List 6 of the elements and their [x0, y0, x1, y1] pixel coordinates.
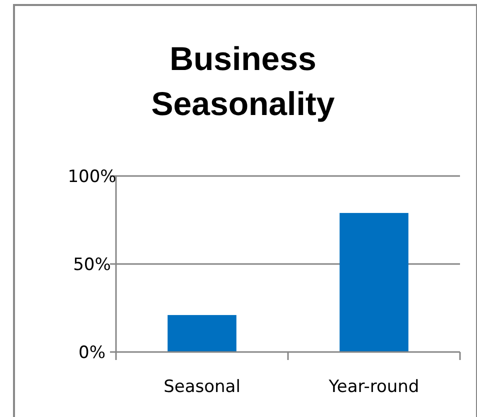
- x-tick-label: Seasonal: [164, 377, 240, 397]
- y-tick-label: 100%: [68, 166, 116, 187]
- y-tick-label: 0%: [78, 342, 106, 363]
- x-tick-label: Year-round: [328, 377, 420, 397]
- y-tick-label: 50%: [73, 254, 111, 275]
- chart-title: Business Seasonality: [151, 40, 336, 122]
